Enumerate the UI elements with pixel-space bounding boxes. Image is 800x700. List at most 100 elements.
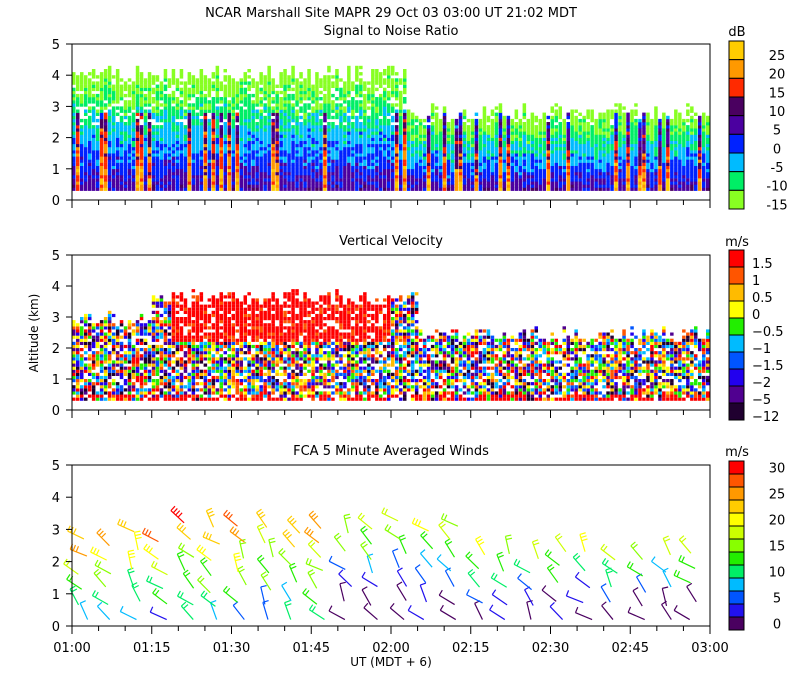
snr-cell [119,140,124,145]
snr-cell [167,184,172,188]
snr-cell [279,109,283,113]
snr-cell [275,162,279,166]
snr-cell [414,115,419,120]
snr-cell [642,159,646,163]
snr-cell [562,171,566,176]
snr-cell [470,181,475,185]
snr-cell [263,140,267,145]
snr-cell [295,181,299,185]
snr-cell [502,134,507,138]
snr-cell [247,125,251,129]
snr-cell [606,137,610,141]
snr-cell [367,181,371,185]
snr-cell [243,78,247,82]
snr-cell [311,137,315,141]
snr-cell [351,171,355,176]
snr-cell [490,156,495,160]
snr-cell [574,184,578,188]
snr-cell [319,90,323,95]
snr-cell [303,112,307,116]
snr-cell [343,115,347,120]
snr-cell [406,140,411,145]
snr-cell [175,178,180,182]
snr-cell [139,165,144,170]
snr-cell [167,171,172,176]
snr-cell [526,168,531,173]
snr-cell [207,147,212,151]
snr-cell [183,97,188,101]
snr-cell [666,178,670,182]
snr-cell [231,175,235,179]
snr-cell [706,143,710,148]
snr-cell [279,162,283,166]
snr-cell [207,168,212,173]
snr-cell [638,128,642,132]
snr-cell [299,75,303,79]
snr-cell [522,137,527,141]
snr-cell [486,134,491,138]
snr-cell [231,131,235,135]
snr-cell [283,178,287,182]
snr-cell [107,162,112,166]
snr-cell [618,150,622,154]
snr-cell [347,75,351,79]
snr-cell [211,84,216,88]
snr-cell [702,168,706,173]
snr-cell [123,171,128,176]
snr-cell [359,72,363,76]
snr-cell [554,156,558,160]
snr-cell [494,128,499,132]
snr-cell [502,147,507,151]
snr-cell [303,115,307,120]
snr-cell [80,171,84,176]
snr-heatmap [72,65,710,191]
snr-cell [123,81,128,85]
snr-cell [88,134,92,138]
snr-cell [379,125,383,129]
snr-cell [287,150,291,154]
snr-cell [570,165,574,170]
snr-cell [143,87,148,92]
snr-cell [155,100,160,104]
snr-cell [251,100,255,104]
snr-cell [646,115,650,120]
snr-cell [207,122,212,126]
snr-cell [706,165,710,170]
snr-cell [131,184,136,188]
snr-cell [215,178,220,182]
snr-cell [650,162,654,166]
snr-cell [159,131,164,135]
snr-cell [219,97,223,101]
snr-cell [379,128,383,132]
snr-cell [195,178,200,182]
snr-cell [399,178,403,182]
snr-cell [351,187,355,191]
snr-cell [498,171,503,176]
snr-cell [311,178,315,182]
snr-cell [139,72,144,76]
snr-cell [586,140,590,145]
snr-cell [686,143,690,148]
snr-cell [223,143,227,148]
snr-cell [283,143,287,148]
snr-cell [626,134,630,138]
snr-cell [682,131,686,135]
snr-cell [335,140,339,145]
snr-cell [331,125,335,129]
snr-cell [626,128,630,132]
snr-cell [91,128,96,132]
snr-cell [331,115,335,120]
snr-cell [323,162,327,166]
snr-cell [395,97,399,101]
snr-cell [410,147,415,151]
snr-cell [351,147,355,151]
snr-cell [247,168,251,173]
snr-cell [363,125,367,129]
snr-cell [526,147,531,151]
snr-cell [578,184,582,188]
snr-cell [678,156,682,160]
snr-cell [562,156,566,160]
snr-cell [259,87,263,92]
snr-cell [558,159,562,163]
snr-cell [123,134,128,138]
